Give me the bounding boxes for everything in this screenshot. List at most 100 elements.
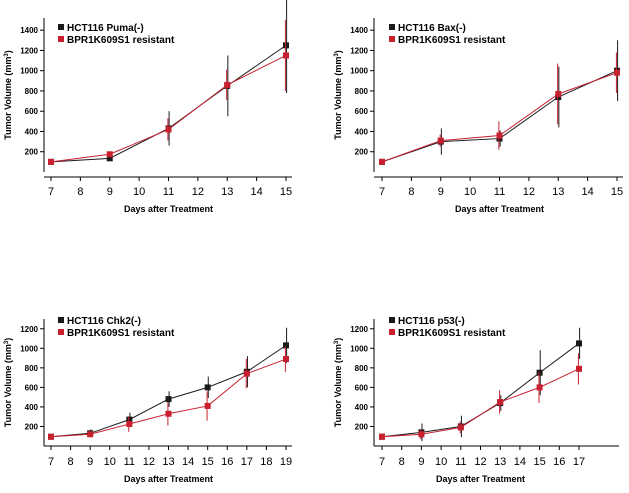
x-tick-label: 8 — [77, 186, 83, 198]
x-tick-label: 10 — [104, 456, 116, 468]
data-point — [536, 384, 543, 391]
legend-label: HCT116 Chk2(-) — [67, 316, 141, 327]
data-point — [576, 365, 582, 372]
legend-label: HCT116 Bax(-) — [398, 23, 466, 34]
y-tick-label: 1200 — [350, 325, 368, 334]
data-point — [283, 52, 289, 59]
series-black — [379, 327, 582, 442]
data-point — [106, 155, 113, 162]
series-red — [379, 52, 620, 165]
x-tick-label: 8 — [399, 456, 405, 468]
series-line — [50, 44, 287, 163]
legend-marker — [389, 329, 395, 335]
y-axis-title-sup: 3 — [4, 340, 10, 344]
data-point — [106, 151, 113, 158]
data-point — [204, 384, 211, 391]
x-tick-label: 19 — [280, 456, 292, 468]
y-tick-label: 800 — [355, 364, 369, 373]
x-tick-label: 13 — [494, 456, 506, 468]
y-axis-title: Tumor Volume (mm3) — [333, 338, 343, 428]
x-tick-label: 7 — [48, 186, 54, 198]
data-point — [165, 396, 172, 403]
y-tick-label: 1000 — [20, 67, 38, 76]
x-tick-label: 13 — [221, 186, 233, 198]
x-tick-label: 18 — [260, 456, 272, 468]
x-tick-label: 12 — [192, 186, 204, 198]
x-tick-label: 10 — [464, 186, 476, 198]
data-point — [496, 132, 503, 139]
series-line — [50, 344, 287, 438]
legend-label: BPR1K609S1 resistant — [398, 35, 506, 46]
x-tick-label: 17 — [241, 456, 253, 468]
legend-marker — [389, 36, 395, 42]
legend-label: HCT116 p53(-) — [398, 316, 465, 327]
series-red — [48, 20, 289, 165]
y-tick-label: 800 — [25, 364, 39, 373]
y-axis-title: Tumor Volume (mm3) — [333, 50, 343, 140]
y-tick-label: 1200 — [20, 46, 38, 55]
x-axis-title: Days after Treatment — [455, 204, 544, 214]
y-tick-label: 600 — [355, 383, 369, 392]
data-point — [437, 137, 444, 144]
y-axis-title-sup: 3 — [334, 53, 340, 57]
x-tick-label: 16 — [221, 456, 233, 468]
data-point — [283, 342, 289, 349]
x-tick-label: 13 — [162, 456, 174, 468]
x-tick-label: 17 — [573, 456, 585, 468]
y-axis-title-close: ) — [3, 338, 13, 341]
x-tick-label: 11 — [124, 456, 135, 468]
y-axis-title-text: Tumor Volume (mm — [333, 344, 343, 427]
y-tick-label: 800 — [25, 87, 39, 96]
data-point — [497, 399, 504, 406]
y-tick-label: 1000 — [20, 344, 38, 353]
data-point — [224, 81, 231, 88]
legend-label: BPR1K609S1 resistant — [398, 328, 506, 339]
legend-marker — [58, 36, 64, 42]
data-point — [496, 135, 503, 142]
data-point — [243, 370, 250, 377]
series-line — [381, 368, 580, 438]
y-axis-title-sup: 3 — [334, 340, 340, 344]
data-point — [165, 126, 172, 133]
y-tick-label: 200 — [25, 148, 39, 157]
x-tick-label: 7 — [48, 456, 54, 468]
y-axis-title: Tumor Volume (mm3) — [3, 338, 13, 428]
y-axis-title: Tumor Volume (mm3) — [3, 50, 13, 140]
x-tick-label: 14 — [251, 186, 263, 198]
chart-panel-4: 200 400 600 800 1000 1200 7 8 9 10 11 12 13 14 15 16 17 D… — [333, 316, 619, 484]
y-tick-label: 1400 — [350, 26, 368, 35]
x-tick-label: 15 — [533, 456, 545, 468]
x-tick-label: 7 — [379, 456, 385, 468]
y-tick-label: 1000 — [350, 344, 368, 353]
series-line — [381, 70, 618, 163]
x-tick-label: 14 — [182, 456, 194, 468]
data-point — [48, 433, 54, 440]
legend-marker — [389, 317, 395, 323]
legend-marker — [58, 317, 64, 323]
y-axis-title-close: ) — [333, 338, 343, 341]
data-point — [614, 69, 620, 76]
x-tick-label: 16 — [553, 456, 565, 468]
data-point — [536, 369, 543, 376]
x-axis-title: Days after Treatment — [436, 474, 525, 484]
x-tick-label: 14 — [514, 456, 526, 468]
data-point — [418, 431, 425, 438]
x-tick-label: 12 — [143, 456, 155, 468]
legend-label: BPR1K609S1 resistant — [67, 328, 175, 339]
legend-marker — [389, 24, 395, 30]
y-tick-label: 1400 — [20, 26, 38, 35]
y-tick-label: 1000 — [350, 67, 368, 76]
y-tick-label: 400 — [355, 403, 369, 412]
y-tick-label: 600 — [25, 107, 39, 116]
x-tick-label: 9 — [107, 186, 113, 198]
x-tick-label: 15 — [611, 186, 623, 198]
y-tick-label: 200 — [355, 148, 369, 157]
series-red — [48, 346, 289, 440]
data-point — [126, 416, 133, 423]
y-axis-title-close: ) — [333, 50, 343, 53]
y-axis-title-sup: 3 — [4, 53, 10, 57]
x-tick-label: 14 — [582, 186, 594, 198]
x-tick-label: 9 — [418, 456, 424, 468]
